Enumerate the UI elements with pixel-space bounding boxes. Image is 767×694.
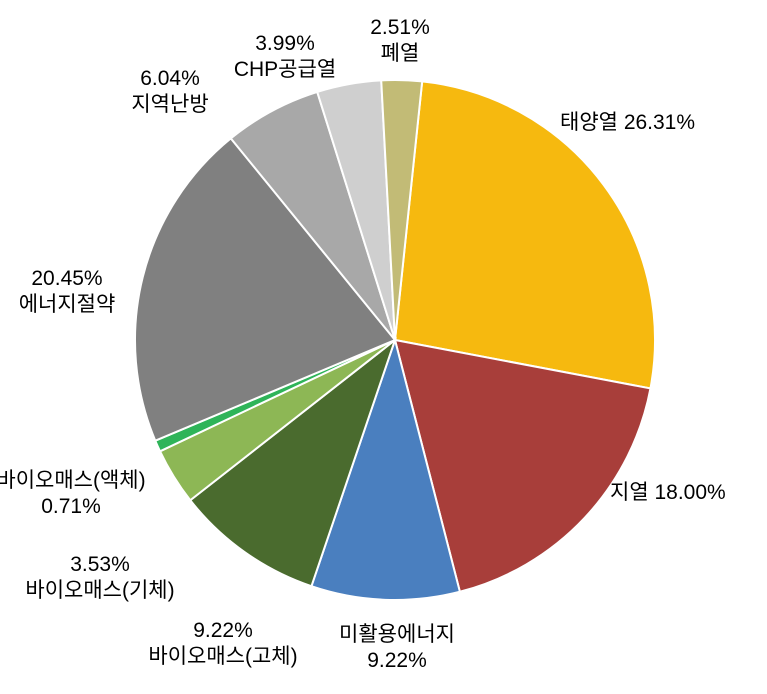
slice-label-district: 6.04% 지역난방 [131, 66, 208, 119]
slice-label-geothermal: 지열 18.00% [610, 480, 726, 506]
slice-label-pct: 6.04% [140, 67, 200, 90]
slice-label-name: 태양열 [560, 111, 618, 134]
slice-label-solar: 태양열 26.31% [560, 110, 695, 136]
slice-label-chp: 3.99% CHP공급열 [234, 31, 336, 84]
slice-label-pct: 0.71% [41, 495, 101, 518]
slice-label-biomass_solid: 9.22% 바이오매스(고체) [148, 618, 297, 671]
slice-label-name: 바이오매스(고체) [148, 645, 297, 668]
slice-label-pct: 20.45% [31, 267, 102, 290]
slice-label-pct: 26.31% [624, 111, 695, 134]
slice-label-name: 바이오매스(기체) [25, 579, 174, 602]
slice-label-pct: 3.53% [70, 553, 130, 576]
slice-label-name: 바이오매스(액체) [0, 469, 146, 492]
slice-label-pct: 18.00% [654, 481, 725, 504]
slice-label-name: 지역난방 [131, 93, 208, 116]
slice-label-name: CHP공급열 [234, 58, 336, 81]
slice-label-pct: 3.99% [255, 32, 315, 55]
slice-label-pct: 9.22% [193, 619, 253, 642]
pie-chart-container: 태양열 26.31% 지열 18.00% 미활용에너지 9.22% 9.22% 바이오매스… [0, 0, 767, 689]
slice-label-biomass_liq: 바이오매스(액체) 0.71% [0, 468, 146, 521]
slice-label-name: 에너지절약 [19, 293, 116, 316]
slice-label-name: 지열 [610, 481, 649, 504]
slice-label-waste: 2.51% 폐열 [370, 15, 430, 68]
slice-label-name: 미활용에너지 [339, 623, 455, 646]
slice-label-name: 폐열 [381, 42, 420, 65]
slice-label-savings: 20.45% 에너지절약 [19, 266, 116, 319]
slice-label-pct: 9.22% [367, 649, 427, 672]
slice-label-biomass_gas: 3.53% 바이오매스(기체) [25, 552, 174, 605]
slice-label-unused: 미활용에너지 9.22% [339, 622, 455, 675]
slice-label-pct: 2.51% [370, 16, 430, 39]
